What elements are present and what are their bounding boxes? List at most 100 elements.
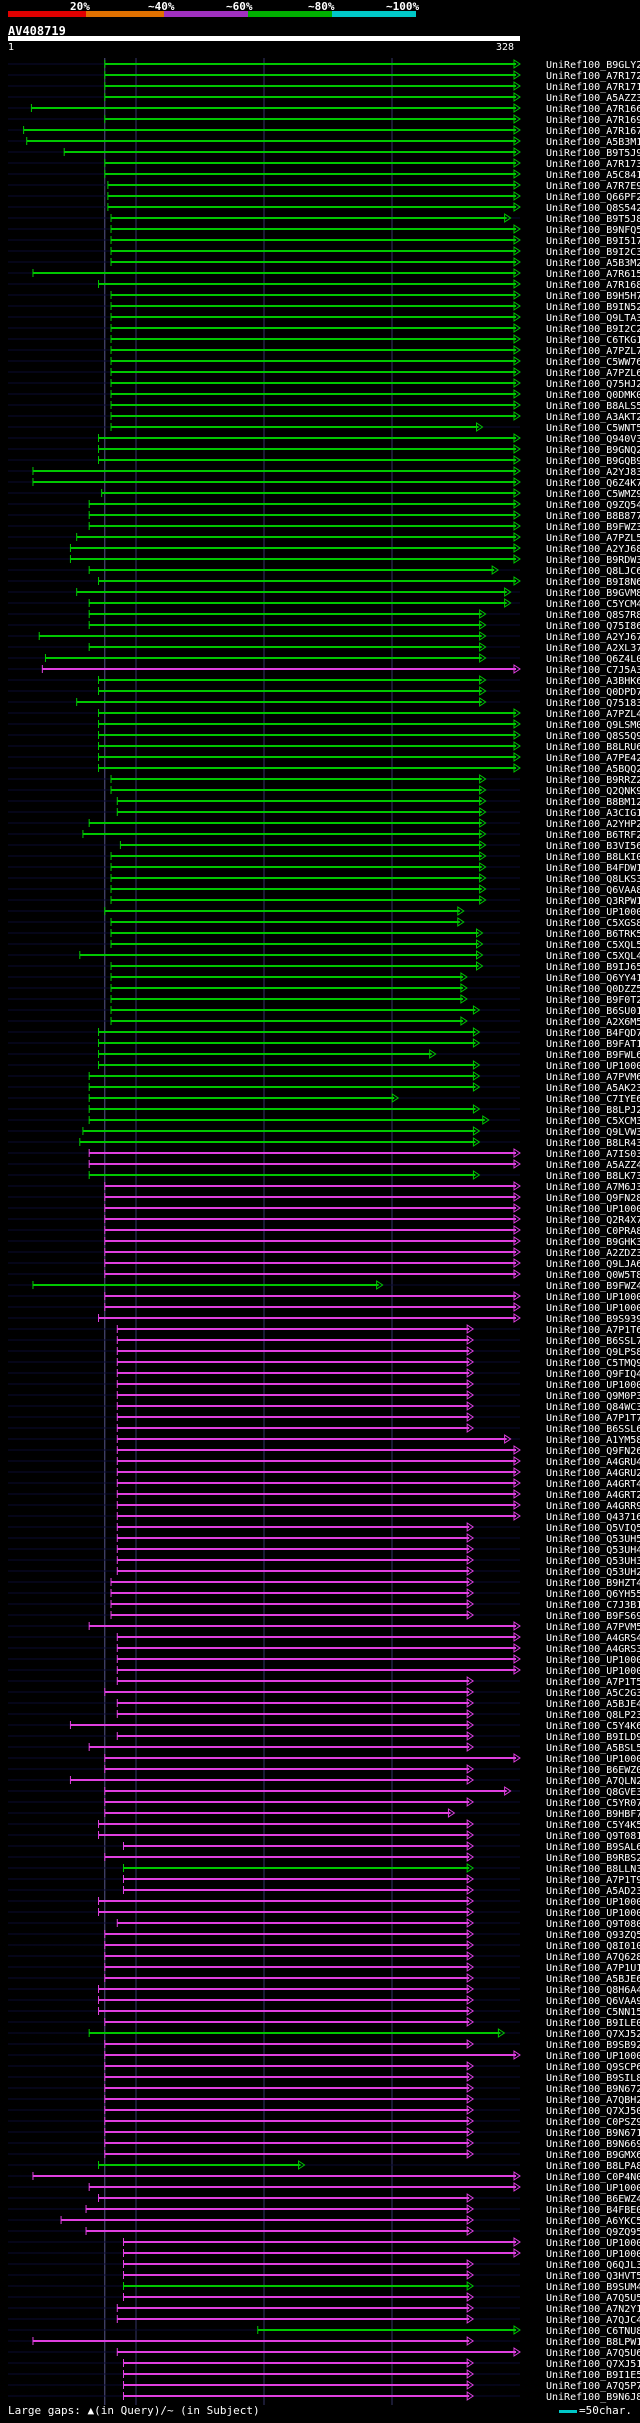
hit-label[interactable]: UniRef100_UP1000.. <box>546 1204 640 1215</box>
hit-label[interactable]: UniRef100_Q8LP23 <box>546 1710 640 1721</box>
hit-label[interactable]: UniRef100_A7R166 <box>546 104 640 115</box>
hit-label[interactable]: UniRef100_B9FWZ3 <box>546 522 640 533</box>
hit-label[interactable]: UniRef100_Q6Z4L0 <box>546 654 640 665</box>
hit-label[interactable]: UniRef100_B9N672 <box>546 2084 640 2095</box>
hit-label[interactable]: UniRef100_Q8S542 <box>546 203 640 214</box>
hit-label[interactable]: UniRef100_B9RBS2 <box>546 1853 640 1864</box>
hit-label[interactable]: UniRef100_Q6Z4K7 <box>546 478 640 489</box>
hit-label[interactable]: UniRef100_B6TRF2 <box>546 830 640 841</box>
hit-label[interactable]: UniRef100_Q9LJA6 <box>546 1259 640 1270</box>
hit-label[interactable]: UniRef100_Q9LVW3 <box>546 1127 640 1138</box>
hit-label[interactable]: UniRef100_B4FBE0 <box>546 2205 640 2216</box>
hit-label[interactable]: UniRef100_A5AD23 <box>546 1886 640 1897</box>
hit-label[interactable]: UniRef100_B9SIL8 <box>546 2073 640 2084</box>
hit-label[interactable]: UniRef100_B8LPJ2 <box>546 1105 640 1116</box>
hit-label[interactable]: UniRef100_Q53UH4 <box>546 1545 640 1556</box>
hit-label[interactable]: UniRef100_Q9T081 <box>546 1831 640 1842</box>
hit-label[interactable]: UniRef100_UP1000.. <box>546 1061 640 1072</box>
hit-label[interactable]: UniRef100_Q9FN26 <box>546 1446 640 1457</box>
hit-label[interactable]: UniRef100_A4GRU4 <box>546 1457 640 1468</box>
hit-label[interactable]: UniRef100_A7PE42 <box>546 753 640 764</box>
hit-label[interactable]: UniRef100_B9F0T2 <box>546 995 640 1006</box>
hit-label[interactable]: UniRef100_C6TKG1 <box>546 335 640 346</box>
hit-label[interactable]: UniRef100_A7Q5P7 <box>546 2381 640 2392</box>
hit-label[interactable]: UniRef100_A7PZL7 <box>546 346 640 357</box>
hit-label[interactable]: UniRef100_A7P1T6 <box>546 1325 640 1336</box>
hit-label[interactable]: UniRef100_B9GQB9 <box>546 456 640 467</box>
hit-label[interactable]: UniRef100_Q9SCP6 <box>546 2062 640 2073</box>
hit-label[interactable]: UniRef100_Q53UH5 <box>546 1534 640 1545</box>
hit-label[interactable]: UniRef100_Q9M0P3 <box>546 1391 640 1402</box>
hit-label[interactable]: UniRef100_A7PZL5 <box>546 533 640 544</box>
hit-label[interactable]: UniRef100_B4FDW1 <box>546 863 640 874</box>
hit-label[interactable]: UniRef100_C5TMQ9 <box>546 1358 640 1369</box>
hit-label[interactable]: UniRef100_A7Q628 <box>546 1952 640 1963</box>
hit-label[interactable]: UniRef100_B9FWZ4 <box>546 1281 640 1292</box>
hit-label[interactable]: UniRef100_B6SSL6 <box>546 1424 640 1435</box>
hit-label[interactable]: UniRef100_B9I1E5 <box>546 2370 640 2381</box>
hit-label[interactable]: UniRef100_Q6QJL3 <box>546 2260 640 2271</box>
hit-label[interactable]: UniRef100_B6EWZ0 <box>546 1765 640 1776</box>
hit-label[interactable]: UniRef100_UP1000.. <box>546 1380 640 1391</box>
hit-label[interactable]: UniRef100_B6SSL7 <box>546 1336 640 1347</box>
hit-label[interactable]: UniRef100_Q2QNK9 <box>546 786 640 797</box>
hit-label[interactable]: UniRef100_Q8S5Q9 <box>546 731 640 742</box>
hit-label[interactable]: UniRef100_B3VI56 <box>546 841 640 852</box>
hit-label[interactable]: UniRef100_A4GRT4 <box>546 1479 640 1490</box>
hit-label[interactable]: UniRef100_B8LLN3 <box>546 1864 640 1875</box>
hit-label[interactable]: UniRef100_A2YHP2 <box>546 819 640 830</box>
hit-label[interactable]: UniRef100_A5B3M2 <box>546 258 640 269</box>
hit-label[interactable]: UniRef100_B9I2C3 <box>546 247 640 258</box>
hit-label[interactable]: UniRef100_UP1000.. <box>546 1292 640 1303</box>
hit-label[interactable]: UniRef100_B9GMX6 <box>546 2150 640 2161</box>
hit-label[interactable]: UniRef100_UP1000.. <box>546 2183 640 2194</box>
hit-label[interactable]: UniRef100_A7N2Y1 <box>546 2304 640 2315</box>
hit-label[interactable]: UniRef100_A2YJ67 <box>546 632 640 643</box>
hit-label[interactable]: UniRef100_A7R171 <box>546 82 640 93</box>
hit-label[interactable]: UniRef100_A7R168 <box>546 280 640 291</box>
hit-label[interactable]: UniRef100_B8LK73 <box>546 1171 640 1182</box>
hit-label[interactable]: UniRef100_C5XGS8 <box>546 918 640 929</box>
hit-label[interactable]: UniRef100_A2ZDZ3 <box>546 1248 640 1259</box>
hit-label[interactable]: UniRef100_A5BSL5 <box>546 1743 640 1754</box>
hit-label[interactable]: UniRef100_UP1000.. <box>546 1655 640 1666</box>
hit-label[interactable]: UniRef100_C5XQL5 <box>546 940 640 951</box>
hit-label[interactable]: UniRef100_Q2R4X7 <box>546 1215 640 1226</box>
hit-label[interactable]: UniRef100_B9HBF7 <box>546 1809 640 1820</box>
hit-label[interactable]: UniRef100_Q93ZQ5 <box>546 1930 640 1941</box>
hit-label[interactable]: UniRef100_A4GRS3 <box>546 1644 640 1655</box>
hit-label[interactable]: UniRef100_A7QJC4 <box>546 2315 640 2326</box>
hit-label[interactable]: UniRef100_Q940V3 <box>546 434 640 445</box>
hit-label[interactable]: UniRef100_C5YCM4 <box>546 599 640 610</box>
hit-label[interactable]: UniRef100_A7PVM6 <box>546 1072 640 1083</box>
hit-label[interactable]: UniRef100_B9GLY2 <box>546 60 640 71</box>
hit-label[interactable]: UniRef100_C0PSZ9 <box>546 2117 640 2128</box>
hit-label[interactable]: UniRef100_Q0DZZ5 <box>546 984 640 995</box>
hit-label[interactable]: UniRef100_A7M6J3 <box>546 1182 640 1193</box>
hit-label[interactable]: UniRef100_B9S939 <box>546 1314 640 1325</box>
hit-label[interactable]: UniRef100_A7Q5U5 <box>546 2293 640 2304</box>
hit-label[interactable]: UniRef100_Q66PF2 <box>546 192 640 203</box>
hit-label[interactable]: UniRef100_A7R172 <box>546 71 640 82</box>
hit-label[interactable]: UniRef100_B9GNQ2 <box>546 445 640 456</box>
hit-label[interactable]: UniRef100_B9I8N6 <box>546 577 640 588</box>
hit-label[interactable]: UniRef100_A2YJ83 <box>546 467 640 478</box>
hit-label[interactable]: UniRef100_A5BJE6 <box>546 1974 640 1985</box>
hit-label[interactable]: UniRef100_B9SUM4 <box>546 2282 640 2293</box>
hit-label[interactable]: UniRef100_B9N669 <box>546 2139 640 2150</box>
hit-label[interactable]: UniRef100_B9T5J9 <box>546 148 640 159</box>
hit-label[interactable]: UniRef100_A7R7E9 <box>546 181 640 192</box>
hit-label[interactable]: UniRef100_UP1000.. <box>546 1666 640 1677</box>
hit-label[interactable]: UniRef100_A7P1T7 <box>546 1413 640 1424</box>
hit-label[interactable]: UniRef100_B6SU01 <box>546 1006 640 1017</box>
hit-label[interactable]: UniRef100_B9NFQ5 <box>546 225 640 236</box>
hit-label[interactable]: UniRef100_Q75183 <box>546 698 640 709</box>
hit-label[interactable]: UniRef100_B9RDW3 <box>546 555 640 566</box>
hit-label[interactable]: UniRef100_A7R169 <box>546 115 640 126</box>
hit-label[interactable]: UniRef100_A7PVM5 <box>546 1622 640 1633</box>
hit-label[interactable]: UniRef100_Q0DPD7 <box>546 687 640 698</box>
hit-label[interactable]: UniRef100_B9T5J8 <box>546 214 640 225</box>
hit-label[interactable]: UniRef100_B9RRZ2 <box>546 775 640 786</box>
hit-label[interactable]: UniRef100_Q53UH2 <box>546 1567 640 1578</box>
hit-label[interactable]: UniRef100_C5XQL4 <box>546 951 640 962</box>
